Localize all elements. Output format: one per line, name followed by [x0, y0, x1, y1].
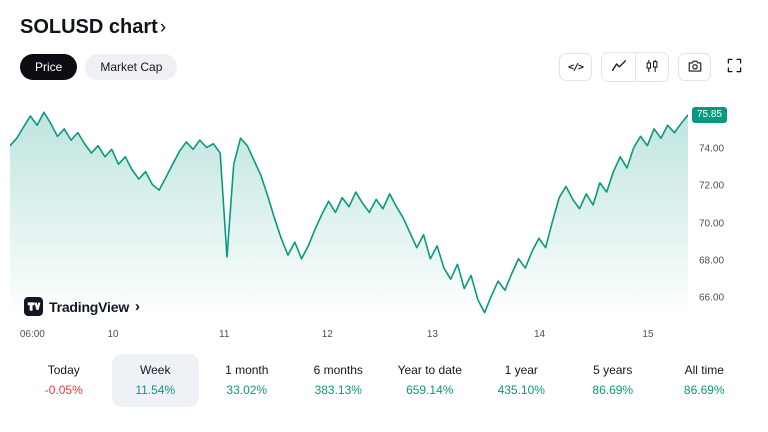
- y-axis-label: 72.00: [699, 180, 725, 192]
- plot-area[interactable]: TradingView ›: [10, 90, 688, 320]
- stat-6-months[interactable]: 6 months 383.13%: [295, 354, 383, 407]
- stat-value: 11.54%: [135, 383, 176, 397]
- stat-label: 5 years: [593, 363, 633, 377]
- x-axis-label: 12: [321, 329, 333, 340]
- page-title: SOLUSD chart: [20, 15, 158, 38]
- chart-toolbar: </>: [559, 52, 748, 82]
- stat-today[interactable]: Today -0.05%: [20, 354, 108, 407]
- chart-type-switcher: [601, 52, 669, 82]
- stat-label: All time: [684, 363, 724, 377]
- stat-value: 33.02%: [226, 383, 268, 397]
- y-axis-label: 74.00: [699, 143, 725, 155]
- x-axis-label: 14: [533, 329, 546, 340]
- snapshot-button[interactable]: [678, 53, 711, 81]
- area-fill: [10, 112, 688, 320]
- stat-year-to-date[interactable]: Year to date 659.14%: [386, 354, 474, 407]
- stat-all-time[interactable]: All time 86.69%: [661, 354, 749, 407]
- time-scale[interactable]: 06:00 10 11 12 13 14 15: [10, 322, 688, 342]
- chevron-right-icon: ›: [135, 298, 141, 315]
- stat-5-years[interactable]: 5 years 86.69%: [569, 354, 657, 407]
- price-line: [10, 112, 688, 312]
- fullscreen-button[interactable]: [720, 53, 748, 81]
- x-axis-label: 13: [426, 329, 438, 340]
- stat-value: 435.10%: [497, 383, 545, 397]
- price-scale[interactable]: 75.85 74.00 72.00 70.00 68.00 66.00: [690, 90, 748, 320]
- x-axis-label: 15: [642, 329, 654, 340]
- stat-value: 383.13%: [314, 383, 362, 397]
- embed-code-button[interactable]: </>: [559, 53, 592, 81]
- area-chart-type-button[interactable]: [602, 53, 635, 81]
- x-axis-label: 06:00: [19, 329, 45, 340]
- price-marketcap-toggle: Price Market Cap: [20, 54, 178, 80]
- current-price-badge: 75.85: [692, 107, 728, 124]
- header: SOLUSD chart ›: [20, 14, 748, 40]
- stat-value: 86.69%: [683, 383, 725, 397]
- x-axis-label: 10: [107, 329, 119, 340]
- camera-icon: [687, 58, 703, 77]
- stat-value: 659.14%: [406, 383, 454, 397]
- stat-week[interactable]: Week 11.54%: [111, 354, 199, 407]
- performance-stats: Today -0.05% Week 11.54% 1 month 33.02% …: [20, 354, 748, 407]
- chevron-right-icon: ›: [159, 16, 167, 38]
- stat-label: 1 month: [225, 363, 269, 377]
- candles-chart-type-button[interactable]: [635, 53, 668, 81]
- tradingview-label: TradingView: [49, 298, 130, 315]
- y-axis-label: 68.00: [699, 255, 725, 267]
- tradingview-logo-icon: [24, 297, 43, 316]
- stat-1-month[interactable]: 1 month 33.02%: [203, 354, 291, 407]
- price-toggle-button[interactable]: Price: [20, 54, 78, 80]
- tradingview-attribution[interactable]: TradingView ›: [24, 297, 140, 316]
- stat-1-year[interactable]: 1 year 435.10%: [478, 354, 566, 407]
- stat-label: 1 year: [504, 363, 538, 377]
- stat-label: Year to date: [397, 363, 462, 377]
- stat-value: 86.69%: [592, 383, 634, 397]
- y-axis-label: 70.00: [699, 218, 725, 230]
- price-area-chart: [10, 90, 688, 320]
- code-icon: </>: [567, 61, 584, 73]
- market-cap-toggle-button[interactable]: Market Cap: [85, 54, 178, 80]
- x-axis-label: 11: [219, 329, 230, 340]
- symbol-title-link[interactable]: SOLUSD chart ›: [20, 16, 166, 39]
- candlestick-icon: [644, 58, 660, 77]
- stat-label: Week: [140, 363, 171, 377]
- stat-label: Today: [47, 363, 80, 377]
- stat-label: 6 months: [313, 363, 363, 377]
- stat-value: -0.05%: [44, 383, 83, 397]
- fullscreen-icon: [726, 57, 743, 77]
- area-chart-icon: [611, 58, 627, 77]
- controls-row: Price Market Cap </>: [20, 52, 748, 82]
- y-axis-label: 66.00: [699, 292, 725, 304]
- price-chart[interactable]: TradingView › 75.85 74.00 72.00 70.00 68.00…: [10, 90, 748, 342]
